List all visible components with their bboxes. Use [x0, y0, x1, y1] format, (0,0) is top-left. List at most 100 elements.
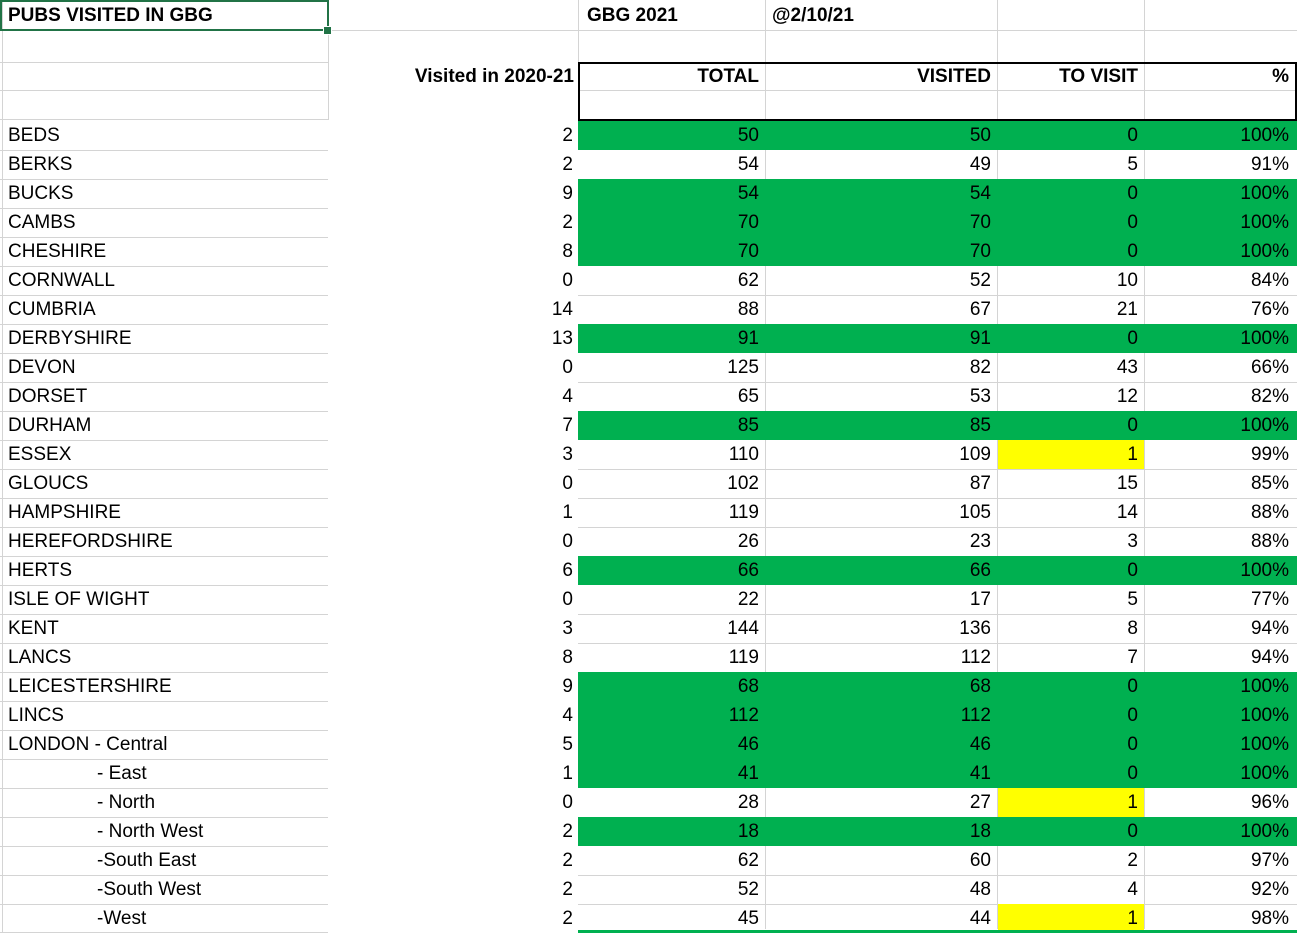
cell-pct[interactable]: 97% [1250, 850, 1289, 871]
cell-total[interactable]: 62 [737, 850, 759, 871]
cell-to-visit[interactable]: 0 [1127, 560, 1138, 581]
cell-to-visit[interactable]: 0 [1127, 415, 1138, 436]
cell-county[interactable]: -South East [97, 850, 197, 871]
cell-visited[interactable]: 136 [959, 618, 991, 639]
cell-visited-2020-21[interactable]: 2 [562, 850, 573, 871]
cell-to-visit[interactable]: 1 [1127, 908, 1138, 929]
cell-visited-2020-21[interactable]: 4 [562, 705, 573, 726]
cell-visited-2020-21[interactable]: 3 [562, 444, 573, 465]
cell-visited-2020-21[interactable]: 2 [562, 125, 573, 146]
cell-total[interactable]: 88 [737, 299, 759, 320]
cell-county[interactable]: LINCS [8, 705, 64, 726]
cell-visited[interactable]: 66 [969, 560, 991, 581]
cell-pct[interactable]: 100% [1240, 183, 1289, 204]
cell-pct[interactable]: 100% [1240, 763, 1289, 784]
cell-to-visit[interactable]: 2 [1127, 850, 1138, 871]
cell-visited[interactable]: 91 [969, 328, 991, 349]
cell-total[interactable]: 54 [737, 154, 759, 175]
cell-to-visit[interactable]: 0 [1127, 705, 1138, 726]
page-title[interactable]: PUBS VISITED IN GBG [8, 5, 213, 26]
cell-visited-2020-21[interactable]: 2 [562, 154, 573, 175]
cell-visited[interactable]: 112 [960, 647, 991, 668]
cell-total[interactable]: 26 [737, 531, 759, 552]
cell-visited-2020-21[interactable]: 5 [562, 734, 573, 755]
cell-pct[interactable]: 92% [1250, 879, 1289, 900]
cell-county[interactable]: - East [97, 763, 147, 784]
cell-county[interactable]: DURHAM [8, 415, 92, 436]
cell-visited-2020-21[interactable]: 0 [562, 473, 573, 494]
cell-visited-2020-21[interactable]: 0 [562, 270, 573, 291]
cell-pct[interactable]: 84% [1250, 270, 1289, 291]
cell-county[interactable]: HAMPSHIRE [8, 502, 121, 523]
cell-total[interactable]: 52 [737, 879, 759, 900]
cell-visited[interactable]: 85 [969, 415, 991, 436]
cell-visited[interactable]: 49 [969, 154, 991, 175]
cell-to-visit[interactable]: 0 [1127, 125, 1138, 146]
cell-pct[interactable]: 88% [1250, 502, 1289, 523]
cell-to-visit[interactable]: 7 [1127, 647, 1138, 668]
col-header-total[interactable]: TOTAL [697, 66, 759, 87]
cell-to-visit[interactable]: 0 [1127, 763, 1138, 784]
cell-county[interactable]: DERBYSHIRE [8, 328, 132, 349]
cell-visited[interactable]: 48 [969, 879, 991, 900]
cell-visited[interactable]: 53 [969, 386, 991, 407]
cell-county[interactable]: LEICESTERSHIRE [8, 676, 172, 697]
col-header-pct[interactable]: % [1272, 66, 1289, 87]
cell-pct[interactable]: 85% [1250, 473, 1289, 494]
cell-total[interactable]: 22 [737, 589, 759, 610]
cell-visited-2020-21[interactable]: 2 [562, 908, 573, 929]
cell-county[interactable]: KENT [8, 618, 59, 639]
cell-visited-2020-21[interactable]: 9 [562, 676, 573, 697]
cell-county[interactable]: DEVON [8, 357, 76, 378]
cell-to-visit[interactable]: 12 [1116, 386, 1138, 407]
cell-to-visit[interactable]: 0 [1127, 183, 1138, 204]
cell-total[interactable]: 112 [728, 705, 759, 726]
cell-pct[interactable]: 94% [1250, 647, 1289, 668]
cell-visited-2020-21[interactable]: 4 [562, 386, 573, 407]
cell-total[interactable]: 125 [727, 357, 759, 378]
cell-visited-2020-21[interactable]: 2 [562, 821, 573, 842]
as-of-date[interactable]: @2/10/21 [772, 5, 854, 26]
cell-county[interactable]: - North [97, 792, 156, 813]
cell-to-visit[interactable]: 5 [1127, 154, 1138, 175]
cell-total[interactable]: 68 [737, 676, 759, 697]
cell-pct[interactable]: 100% [1240, 705, 1289, 726]
cell-total[interactable]: 45 [737, 908, 759, 929]
cell-visited-2020-21[interactable]: 7 [562, 415, 573, 436]
cell-visited[interactable]: 112 [960, 705, 991, 726]
cell-to-visit[interactable]: 0 [1127, 821, 1138, 842]
cell-county[interactable]: -South West [97, 879, 202, 900]
cell-visited-2020-21[interactable]: 0 [562, 531, 573, 552]
cell-total[interactable]: 70 [737, 241, 759, 262]
selected-cell-outline[interactable] [0, 0, 329, 31]
cell-to-visit[interactable]: 15 [1116, 473, 1138, 494]
cell-total[interactable]: 65 [737, 386, 759, 407]
cell-to-visit[interactable]: 5 [1127, 589, 1138, 610]
cell-pct[interactable]: 100% [1240, 676, 1289, 697]
cell-visited[interactable]: 44 [969, 908, 991, 929]
cell-total[interactable]: 102 [727, 473, 759, 494]
cell-county[interactable]: GLOUCS [8, 473, 89, 494]
cell-to-visit[interactable]: 0 [1127, 676, 1138, 697]
cell-total[interactable]: 144 [727, 618, 759, 639]
cell-pct[interactable]: 88% [1250, 531, 1289, 552]
cell-county[interactable]: CAMBS [8, 212, 76, 233]
cell-total[interactable]: 85 [737, 415, 759, 436]
cell-county[interactable]: BERKS [8, 154, 73, 175]
cell-visited[interactable]: 17 [969, 589, 991, 610]
cell-to-visit[interactable]: 0 [1127, 241, 1138, 262]
cell-visited-2020-21[interactable]: 1 [562, 502, 573, 523]
cell-pct[interactable]: 100% [1240, 821, 1289, 842]
cell-visited-2020-21[interactable]: 0 [562, 589, 573, 610]
cell-visited-2020-21[interactable]: 8 [562, 647, 573, 668]
cell-to-visit[interactable]: 14 [1116, 502, 1138, 523]
cell-total[interactable]: 54 [737, 183, 759, 204]
cell-county[interactable]: HERTS [8, 560, 73, 581]
cell-county[interactable]: BUCKS [8, 183, 74, 204]
cell-visited-2020-21[interactable]: 8 [562, 241, 573, 262]
cell-to-visit[interactable]: 1 [1127, 444, 1138, 465]
cell-visited-2020-21[interactable]: 2 [562, 212, 573, 233]
cell-pct[interactable]: 100% [1240, 328, 1289, 349]
cell-visited[interactable]: 52 [969, 270, 991, 291]
cell-to-visit[interactable]: 0 [1127, 212, 1138, 233]
